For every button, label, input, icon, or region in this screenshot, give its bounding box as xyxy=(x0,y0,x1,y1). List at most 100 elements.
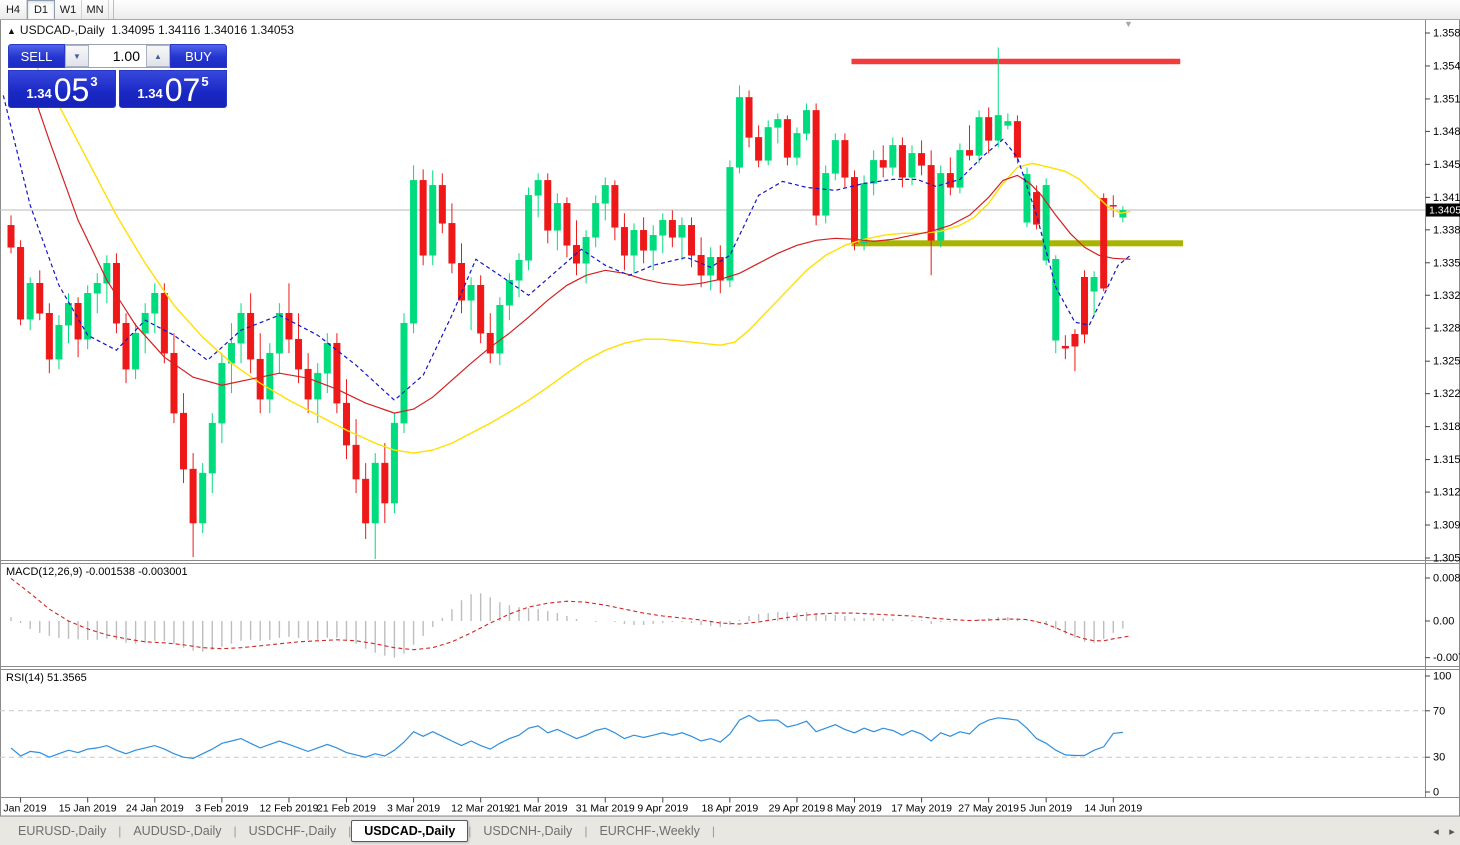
svg-text:1.32540: 1.32540 xyxy=(1433,356,1460,368)
buy-price-sup: 5 xyxy=(201,74,209,89)
svg-text:6 Jan 2019: 6 Jan 2019 xyxy=(0,803,47,815)
timeframe-button-w1[interactable]: W1 xyxy=(55,0,82,19)
svg-text:1.30570: 1.30570 xyxy=(1433,553,1460,565)
resistance-line[interactable] xyxy=(851,58,1181,65)
timeframe-button-d1[interactable]: D1 xyxy=(27,0,55,19)
svg-text:0.008686: 0.008686 xyxy=(1433,573,1460,585)
price-axis: 1.35825 1.35495 1.35165 1.34840 1.34510 1.341… xyxy=(1425,28,1460,565)
tab-scroll-left-button[interactable]: ◂ xyxy=(1433,825,1439,838)
symbol-tab-bar: EURUSD-,Daily | AUDUSD-,Daily | USDCHF-,Dail… xyxy=(0,816,1460,845)
svg-text:18 Apr 2019: 18 Apr 2019 xyxy=(702,803,759,815)
svg-text:15 Jan 2019: 15 Jan 2019 xyxy=(59,803,117,815)
tab-separator: | xyxy=(584,824,588,838)
svg-text:24 Jan 2019: 24 Jan 2019 xyxy=(126,803,184,815)
sell-price-button[interactable]: 1.34 05 3 xyxy=(8,70,116,108)
trade-panel-toggle-icon[interactable]: ▲ xyxy=(7,26,16,36)
svg-text:1.31555: 1.31555 xyxy=(1433,454,1460,466)
toolbar-separator xyxy=(109,0,114,19)
sell-button[interactable]: SELL xyxy=(8,44,65,68)
tab-eurchf-weekly[interactable]: EURCHF-,Weekly xyxy=(599,824,700,838)
svg-text:1.33525: 1.33525 xyxy=(1433,257,1460,269)
tab-scroll-right-button[interactable]: ▸ xyxy=(1449,825,1455,838)
buy-price-prefix: 1.34 xyxy=(137,86,163,101)
svg-text:1.34180: 1.34180 xyxy=(1433,192,1460,204)
svg-text:31 Mar 2019: 31 Mar 2019 xyxy=(576,803,635,815)
svg-text:27 May 2019: 27 May 2019 xyxy=(958,803,1019,815)
svg-text:3 Feb 2019: 3 Feb 2019 xyxy=(195,803,248,815)
svg-text:12 Mar 2019: 12 Mar 2019 xyxy=(451,803,510,815)
svg-text:1.31885: 1.31885 xyxy=(1433,421,1460,433)
tab-separator: | xyxy=(233,824,237,838)
svg-text:5 Jun 2019: 5 Jun 2019 xyxy=(1020,803,1072,815)
buy-button[interactable]: BUY xyxy=(170,44,227,68)
chevron-down-icon: ▼ xyxy=(73,51,81,61)
chart-shift-icon[interactable]: ▼ xyxy=(1124,19,1133,29)
svg-text:1.35495: 1.35495 xyxy=(1433,60,1460,72)
macd-indicator-label: MACD(12,26,9) -0.001538 -0.003001 xyxy=(6,566,188,578)
tab-audusd-daily[interactable]: AUDUSD-,Daily xyxy=(133,824,222,838)
rsi-axis: 100 70 30 0 xyxy=(1425,671,1451,799)
volume-increase-button[interactable]: ▲ xyxy=(146,45,170,67)
macd-axis: 0.008686 0.00 -0.007404 xyxy=(1425,573,1460,664)
svg-text:1.30900: 1.30900 xyxy=(1433,520,1460,532)
svg-text:1.34510: 1.34510 xyxy=(1433,159,1460,171)
timeframe-button-h4[interactable]: H4 xyxy=(0,0,27,19)
sell-price-sup: 3 xyxy=(90,74,98,89)
svg-text:-0.007404: -0.007404 xyxy=(1433,652,1460,664)
svg-text:12 Feb 2019: 12 Feb 2019 xyxy=(259,803,318,815)
timeframe-button-mn[interactable]: MN xyxy=(82,0,109,19)
sell-price-prefix: 1.34 xyxy=(26,86,52,101)
svg-text:21 Feb 2019: 21 Feb 2019 xyxy=(317,803,376,815)
rsi-indicator-label: RSI(14) 51.3565 xyxy=(6,672,87,684)
svg-text:17 May 2019: 17 May 2019 xyxy=(891,803,952,815)
chevron-up-icon: ▲ xyxy=(154,51,162,61)
svg-text:1.34840: 1.34840 xyxy=(1433,126,1460,138)
svg-text:70: 70 xyxy=(1433,705,1445,717)
volume-spinner: ▼ 1.00 ▲ xyxy=(65,44,170,68)
date-axis: 6 Jan 2019 15 Jan 2019 24 Jan 2019 3 Feb 20… xyxy=(0,797,1142,815)
ma-slow-line xyxy=(29,55,1131,454)
svg-text:1.35825: 1.35825 xyxy=(1433,28,1460,40)
chart-ohlc-header: ▲ USDCAD-,Daily 1.34095 1.34116 1.34016 1… xyxy=(7,23,294,37)
svg-text:30: 30 xyxy=(1433,752,1445,764)
current-price-label: 1.34053 xyxy=(1426,203,1460,217)
svg-text:8 May 2019: 8 May 2019 xyxy=(827,803,882,815)
svg-text:1.33200: 1.33200 xyxy=(1433,290,1460,302)
svg-text:29 Apr 2019: 29 Apr 2019 xyxy=(769,803,826,815)
svg-text:21 Mar 2019: 21 Mar 2019 xyxy=(509,803,568,815)
svg-text:0.00: 0.00 xyxy=(1433,616,1454,628)
rsi-levels xyxy=(0,710,1425,758)
timeframe-toolbar: H4 D1 W1 MN xyxy=(0,0,1460,20)
buy-price-big: 07 xyxy=(164,72,201,108)
volume-decrease-button[interactable]: ▼ xyxy=(65,45,89,67)
svg-text:1.34053: 1.34053 xyxy=(1429,205,1460,217)
svg-text:14 Jun 2019: 14 Jun 2019 xyxy=(1084,803,1142,815)
tab-usdcad-daily[interactable]: USDCAD-,Daily xyxy=(351,820,469,842)
svg-text:1.35165: 1.35165 xyxy=(1433,93,1460,105)
buy-price-button[interactable]: 1.34 07 5 xyxy=(119,70,227,108)
tab-usdcnh-daily[interactable]: USDCNH-,Daily xyxy=(483,824,573,838)
svg-text:1.33855: 1.33855 xyxy=(1433,224,1460,236)
tab-separator: | xyxy=(348,824,352,838)
candles xyxy=(7,47,1127,559)
chart-ohlc-values: 1.34095 1.34116 1.34016 1.34053 xyxy=(111,23,294,37)
sell-price-big: 05 xyxy=(53,72,90,108)
svg-text:100: 100 xyxy=(1433,671,1451,683)
svg-text:1.31230: 1.31230 xyxy=(1433,487,1460,499)
svg-text:1.32215: 1.32215 xyxy=(1433,388,1460,400)
svg-text:3 Mar 2019: 3 Mar 2019 xyxy=(387,803,440,815)
tab-separator: | xyxy=(468,824,472,838)
tab-eurusd-daily[interactable]: EURUSD-,Daily xyxy=(18,824,107,838)
rsi-line xyxy=(10,714,1123,760)
svg-text:1.32870: 1.32870 xyxy=(1433,323,1460,335)
tab-separator: | xyxy=(118,824,122,838)
macd-histogram xyxy=(10,593,1124,658)
ma-mid-line xyxy=(24,70,1131,414)
one-click-trade-panel: SELL ▼ 1.00 ▲ BUY 1.34 05 3 1.34 07 5 xyxy=(8,44,227,108)
volume-input[interactable]: 1.00 xyxy=(89,45,146,67)
tab-usdchf-daily[interactable]: USDCHF-,Daily xyxy=(248,824,337,838)
support-line[interactable] xyxy=(851,240,1184,247)
svg-text:0: 0 xyxy=(1433,787,1439,799)
